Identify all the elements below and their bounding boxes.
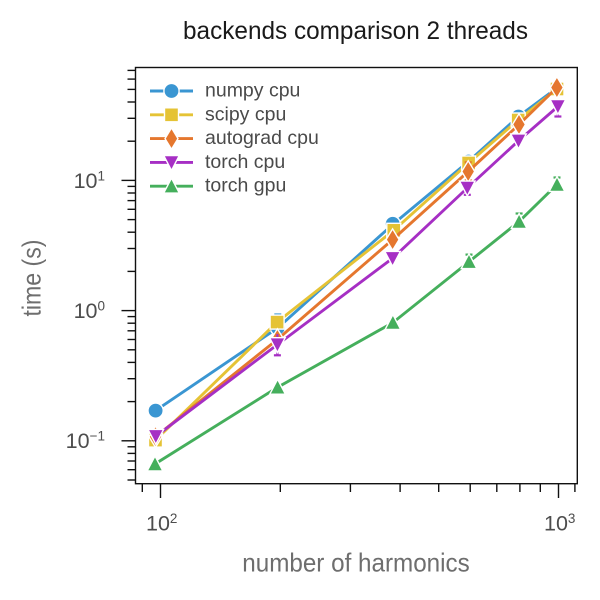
- svg-text:101: 101: [74, 169, 105, 194]
- svg-text:100: 100: [74, 299, 105, 324]
- svg-text:autograd cpu: autograd cpu: [205, 127, 319, 149]
- svg-text:torch cpu: torch cpu: [205, 151, 285, 173]
- svg-text:time (s): time (s): [16, 240, 46, 317]
- svg-text:torch gpu: torch gpu: [205, 175, 286, 197]
- svg-text:10−1: 10−1: [66, 429, 105, 454]
- svg-text:backends comparison 2 threads: backends comparison 2 threads: [183, 17, 528, 45]
- svg-text:scipy cpu: scipy cpu: [205, 103, 286, 125]
- svg-text:number of harmonics: number of harmonics: [242, 548, 470, 578]
- svg-text:numpy cpu: numpy cpu: [205, 80, 300, 102]
